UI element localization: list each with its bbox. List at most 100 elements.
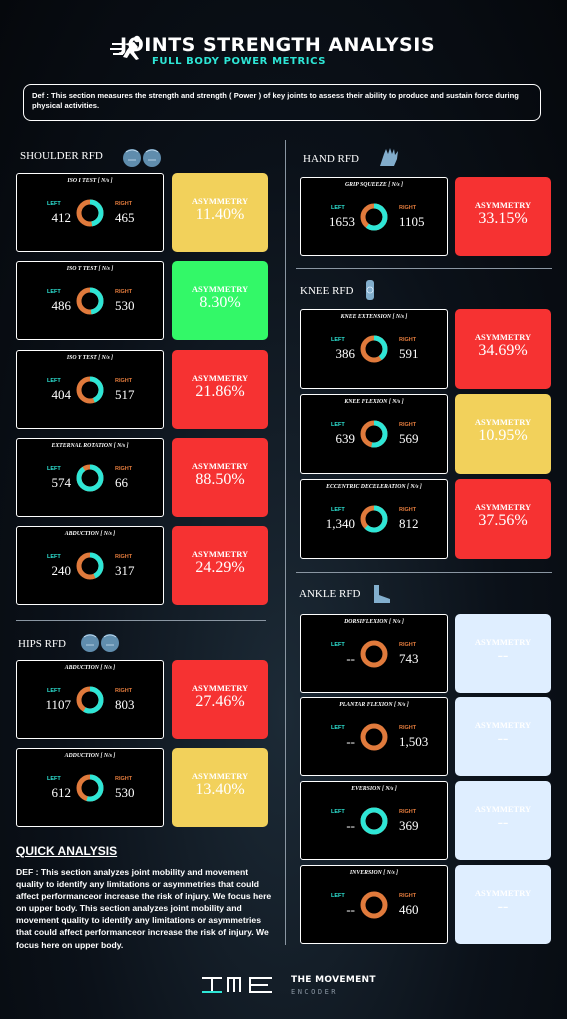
footer-brand-sub: ENCODER — [291, 988, 339, 996]
metric-card: ISO Y TEST [ N/s ] LEFT 404 RIGHT 517 — [16, 350, 164, 429]
metric-title: DORSIFLEXION [ N/s ] — [344, 619, 404, 625]
metric-title: ECCENTRIC DECELERATION [ N/s ] — [326, 484, 422, 490]
left-value: 574 — [51, 474, 72, 490]
left-label: LEFT — [331, 422, 345, 428]
right-value: 1,503 — [399, 733, 429, 749]
definition-box: Def : This section measures the strength… — [23, 84, 541, 121]
metric-title: ISO T TEST [ N/s ] — [66, 266, 114, 272]
left-label: LEFT — [331, 892, 345, 899]
asymmetry-badge: ASYMMETRY 33.15% — [455, 177, 551, 256]
left-label: LEFT — [47, 377, 61, 384]
asymmetry-value: 34.69% — [478, 342, 528, 359]
donut-right-segment — [360, 891, 388, 918]
left-label: LEFT — [47, 288, 61, 295]
footer-brand: THE MOVEMENT — [291, 975, 376, 985]
column-divider — [285, 140, 286, 945]
metric-card: ECCENTRIC DECELERATION [ N/s ] LEFT 1,340 R… — [300, 479, 448, 559]
metric-title: ABDUCTION [ N/s ] — [64, 665, 116, 671]
asymmetry-value: 11.40% — [195, 205, 245, 223]
hand-anatomy-icon — [380, 148, 398, 166]
donut-left-segment — [360, 203, 388, 230]
right-label: RIGHT — [399, 724, 417, 731]
section-title-hand: HAND RFD — [303, 153, 359, 165]
left-value: 1653 — [329, 213, 355, 229]
left-label: LEFT — [47, 775, 61, 782]
metric-card: EXTERNAL ROTATION [ N/s ] LEFT 574 RIGHT 66 — [16, 438, 164, 517]
right-label: RIGHT — [399, 808, 417, 815]
metric-title: INVERSION [ N/s ] — [349, 870, 399, 876]
section-title-ankle: ANKLE RFD — [299, 588, 361, 600]
left-label: LEFT — [47, 200, 61, 207]
donut-left-segment — [76, 287, 104, 314]
donut-left-segment — [360, 505, 388, 533]
donut-left-segment — [76, 199, 104, 226]
metric-card: GRIP SQUEEZE [ N/s ] LEFT 1653 RIGHT 1105 — [300, 177, 448, 256]
page-subtitle: FULL BODY POWER METRICS — [152, 56, 327, 67]
metric-title: PLANTAR FLEXION [ N/s ] — [339, 702, 409, 708]
left-label: LEFT — [47, 687, 61, 694]
asymmetry-label: ASYMMETRY — [474, 417, 532, 427]
quick-analysis-title: QUICK ANALYSIS — [16, 844, 118, 858]
asymmetry-value: 21.86% — [195, 382, 245, 400]
donut-left-segment — [360, 420, 388, 448]
asymmetry-label: ASYMMETRY — [474, 803, 532, 814]
metric-card: ADDUCTION [ N/s ] LEFT 612 RIGHT 530 — [16, 748, 164, 827]
left-right-donut-chart — [76, 287, 104, 314]
right-label: RIGHT — [115, 465, 133, 472]
asymmetry-value: 24.29% — [195, 558, 245, 576]
right-value: 1105 — [399, 213, 425, 229]
asymmetry-value: -- — [497, 646, 509, 664]
asymmetry-value: -- — [497, 813, 509, 831]
metric-card: ABDUCTION [ N/s ] LEFT 1107 RIGHT 803 — [16, 660, 164, 739]
right-label: RIGHT — [399, 507, 417, 513]
left-value: -- — [346, 733, 355, 749]
left-right-donut-chart — [360, 891, 388, 918]
donut-left-segment — [360, 335, 388, 363]
ankle-anatomy-icon — [374, 585, 390, 603]
right-value: 460 — [399, 901, 419, 917]
donut-left-segment — [76, 464, 104, 491]
right-label: RIGHT — [115, 200, 133, 207]
donut-left-segment — [76, 552, 104, 579]
right-value: 803 — [115, 696, 135, 712]
metric-title: GRIP SQUEEZE [ N/s ] — [344, 182, 404, 188]
left-label: LEFT — [331, 808, 345, 815]
asymmetry-badge: ASYMMETRY -- — [455, 781, 551, 860]
section-title-hips: HIPS RFD — [18, 638, 66, 650]
metric-title: ISO I TEST [ N/s ] — [67, 178, 113, 184]
asymmetry-badge: ASYMMETRY 11.40% — [172, 173, 268, 252]
donut-left-segment — [76, 774, 104, 801]
left-value: 486 — [51, 297, 72, 313]
right-value: 317 — [115, 562, 135, 578]
asymmetry-value: 88.50% — [195, 470, 245, 488]
right-value: 591 — [399, 346, 419, 361]
left-value: 404 — [51, 386, 72, 402]
asymmetry-label: ASYMMETRY — [474, 887, 532, 898]
asymmetry-badge: ASYMMETRY 10.95% — [455, 394, 551, 474]
metric-title: KNEE FLEXION [ N/s ] — [344, 399, 404, 405]
asymmetry-label: ASYMMETRY — [191, 195, 249, 206]
left-label: LEFT — [331, 724, 345, 731]
section-title-knee: KNEE RFD — [300, 285, 354, 297]
section-title-shoulder: SHOULDER RFD — [20, 150, 103, 162]
left-right-donut-chart — [360, 203, 388, 230]
metric-title: EVERSION [ N/s ] — [351, 786, 397, 792]
left-label: LEFT — [331, 337, 345, 343]
hips-anatomy-icon — [81, 634, 119, 652]
asymmetry-label: ASYMMETRY — [474, 636, 532, 647]
asymmetry-label: ASYMMETRY — [191, 548, 249, 559]
right-label: RIGHT — [115, 288, 133, 295]
asymmetry-label: ASYMMETRY — [474, 719, 532, 730]
asymmetry-label: ASYMMETRY — [191, 372, 249, 383]
quick-analysis-text: DEF : This section analyzes joint mobili… — [16, 867, 272, 950]
left-right-donut-chart — [360, 640, 388, 667]
asymmetry-label: ASYMMETRY — [474, 502, 532, 512]
running-figure-logo-icon — [110, 35, 141, 60]
metric-card: ABDUCTION [ N/s ] LEFT 240 RIGHT 317 — [16, 526, 164, 605]
asymmetry-value: 8.30% — [199, 293, 241, 311]
donut-left-segment — [76, 686, 104, 713]
asymmetry-value: 10.95% — [478, 427, 528, 444]
left-right-donut-chart — [360, 723, 388, 750]
right-label: RIGHT — [115, 687, 133, 694]
metric-title: EXTERNAL ROTATION [ N/s ] — [51, 443, 129, 449]
